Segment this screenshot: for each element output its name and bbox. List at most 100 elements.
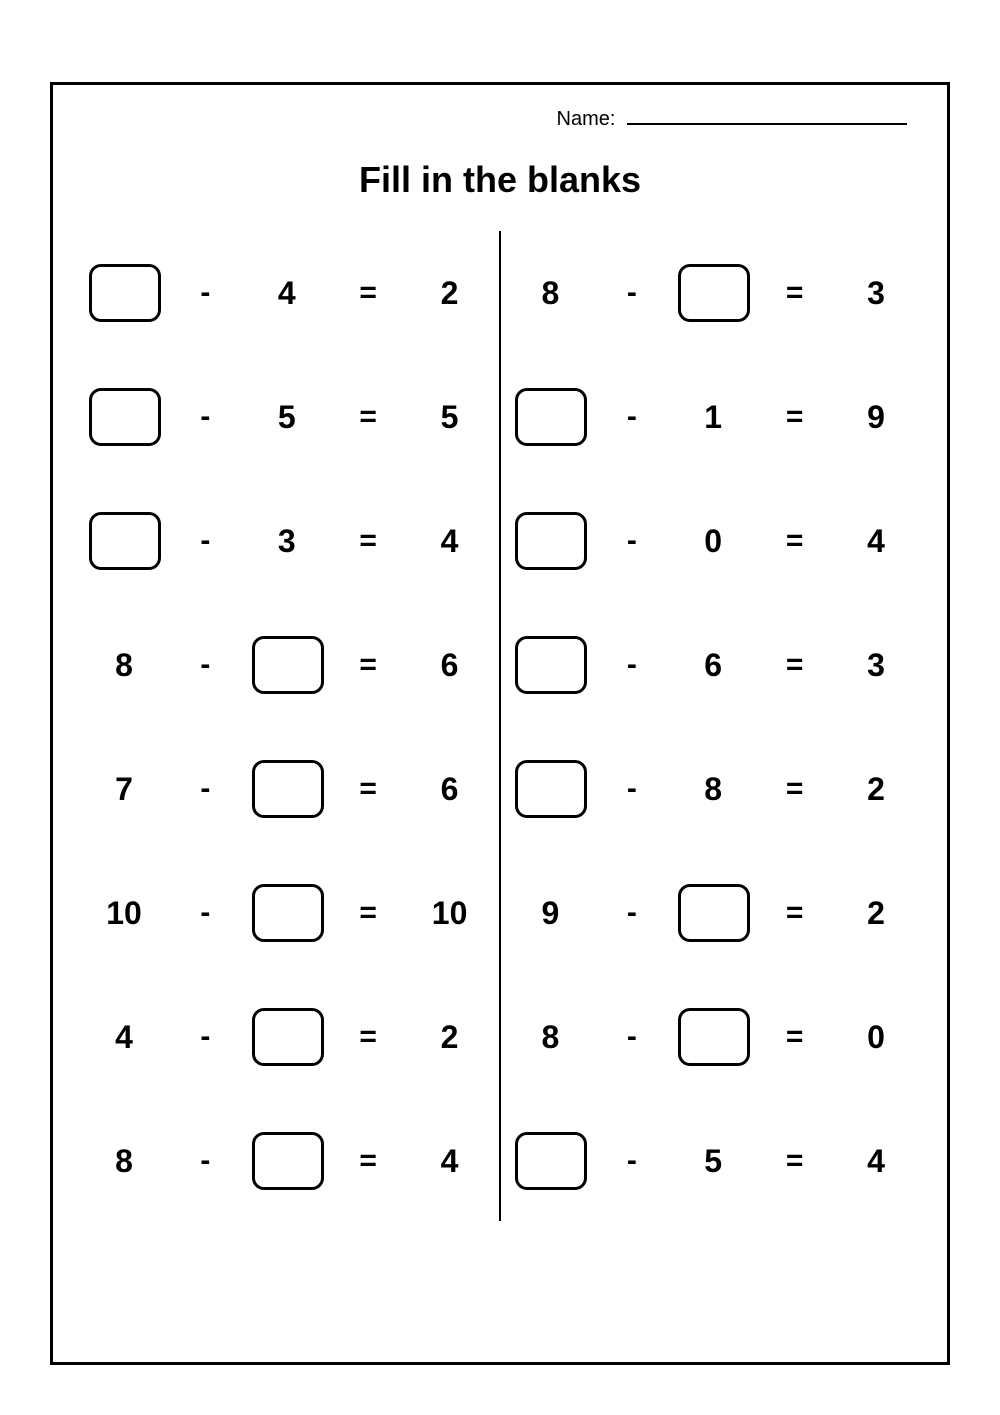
blank-box[interactable] xyxy=(252,1132,324,1190)
operator: - xyxy=(597,1144,667,1178)
operand-a: 8 xyxy=(515,1019,585,1056)
operand-a xyxy=(515,388,585,446)
problem-row: 8-=0 xyxy=(509,975,917,1099)
operand-b: 1 xyxy=(678,399,748,436)
equals-sign: = xyxy=(760,276,830,310)
problem-row: 8-=3 xyxy=(509,231,917,355)
blank-box[interactable] xyxy=(515,760,587,818)
problem-row: -0 = 4 xyxy=(509,479,917,603)
name-label: Name: xyxy=(557,108,616,131)
operand-b xyxy=(678,1008,748,1066)
operand-a xyxy=(89,388,159,446)
problem-row: -5=5 xyxy=(83,355,491,479)
equals-sign: = xyxy=(760,896,830,930)
blank-box[interactable] xyxy=(515,1132,587,1190)
result: 9 xyxy=(841,399,911,436)
blank-box[interactable] xyxy=(515,636,587,694)
equals-sign: = xyxy=(760,772,830,806)
result: 4 xyxy=(415,523,485,560)
problem-row: 9- = 2 xyxy=(509,851,917,975)
operator: - xyxy=(170,648,240,682)
problem-row: -1 = 9 xyxy=(509,355,917,479)
result: 4 xyxy=(415,1143,485,1180)
page: Name: Fill in the blanks -4=2-5=5-3=48-=… xyxy=(0,0,1000,1415)
equals-sign: = xyxy=(760,524,830,558)
problem-grid: -4=2-5=5-3=48-=67-=610-=104-=28-=4 8-=3-… xyxy=(83,231,917,1223)
equals-sign: = xyxy=(333,400,403,434)
operator: - xyxy=(170,896,240,930)
blank-box[interactable] xyxy=(252,636,324,694)
blank-box[interactable] xyxy=(515,512,587,570)
blank-box[interactable] xyxy=(252,760,324,818)
operator: - xyxy=(597,648,667,682)
result: 2 xyxy=(841,895,911,932)
equals-sign: = xyxy=(333,1144,403,1178)
operator: - xyxy=(597,1020,667,1054)
blank-box[interactable] xyxy=(515,388,587,446)
blank-box[interactable] xyxy=(678,1008,750,1066)
page-title: Fill in the blanks xyxy=(83,159,917,201)
problem-row: 10-=10 xyxy=(83,851,491,975)
problem-row: -5=4 xyxy=(509,1099,917,1223)
blank-box[interactable] xyxy=(252,884,324,942)
operand-a: 8 xyxy=(89,647,159,684)
blank-box[interactable] xyxy=(89,512,161,570)
problem-column-right: 8-=3-1=9-0=4-6=3-8=29-=28-=0-5=4 xyxy=(509,231,917,1223)
result: 2 xyxy=(415,1019,485,1056)
equals-sign: = xyxy=(333,524,403,558)
equals-sign: = xyxy=(760,648,830,682)
result: 6 xyxy=(415,771,485,808)
blank-box[interactable] xyxy=(678,884,750,942)
equals-sign: = xyxy=(760,400,830,434)
operator: - xyxy=(597,524,667,558)
operand-a: 9 xyxy=(515,895,585,932)
result: 4 xyxy=(841,523,911,560)
blank-box[interactable] xyxy=(678,264,750,322)
operator: - xyxy=(597,896,667,930)
operand-a: 8 xyxy=(89,1143,159,1180)
operator: - xyxy=(597,276,667,310)
operator: - xyxy=(170,1020,240,1054)
equals-sign: = xyxy=(760,1144,830,1178)
column-divider xyxy=(499,231,502,1221)
blank-box[interactable] xyxy=(89,264,161,322)
operand-b xyxy=(252,760,322,818)
operand-a xyxy=(515,512,585,570)
result: 10 xyxy=(415,895,485,932)
operator: - xyxy=(170,400,240,434)
operand-a xyxy=(515,1132,585,1190)
name-row: Name: xyxy=(83,107,917,131)
equals-sign: = xyxy=(760,1020,830,1054)
operator: - xyxy=(170,276,240,310)
result: 5 xyxy=(415,399,485,436)
operand-a xyxy=(515,760,585,818)
problem-column-left: -4=2-5=5-3=48-=67-=610-=104-=28-=4 xyxy=(83,231,491,1223)
operand-b: 5 xyxy=(678,1143,748,1180)
problem-row: 8- = 4 xyxy=(83,1099,491,1223)
result: 2 xyxy=(841,771,911,808)
operand-a: 7 xyxy=(89,771,159,808)
equals-sign: = xyxy=(333,1020,403,1054)
operand-b xyxy=(252,636,322,694)
name-input-line[interactable] xyxy=(627,107,907,125)
blank-box[interactable] xyxy=(252,1008,324,1066)
operand-a xyxy=(515,636,585,694)
operand-a: 4 xyxy=(89,1019,159,1056)
operator: - xyxy=(170,1144,240,1178)
blank-box[interactable] xyxy=(89,388,161,446)
problem-row: 4- = 2 xyxy=(83,975,491,1099)
operand-b xyxy=(678,884,748,942)
problem-row: -4=2 xyxy=(83,231,491,355)
operand-b xyxy=(252,1008,322,1066)
operator: - xyxy=(597,400,667,434)
operand-b: 0 xyxy=(678,523,748,560)
operator: - xyxy=(597,772,667,806)
operand-b xyxy=(252,884,322,942)
result: 3 xyxy=(841,647,911,684)
equals-sign: = xyxy=(333,896,403,930)
result: 6 xyxy=(415,647,485,684)
operand-b: 4 xyxy=(252,275,322,312)
operand-a xyxy=(89,512,159,570)
problem-row: -6=3 xyxy=(509,603,917,727)
operand-a: 10 xyxy=(89,895,159,932)
